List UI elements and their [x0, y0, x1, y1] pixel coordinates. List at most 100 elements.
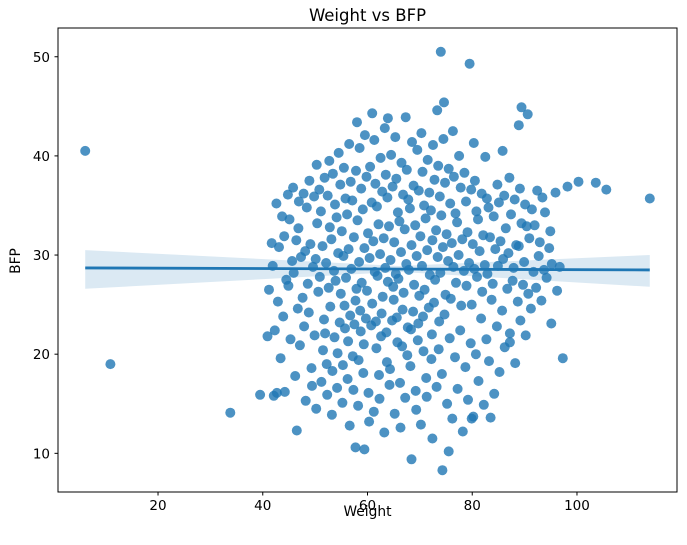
data-point [429, 174, 440, 185]
data-point [379, 123, 390, 134]
data-point [311, 403, 322, 414]
data-point [317, 241, 328, 252]
data-point [285, 334, 296, 345]
data-point [497, 145, 508, 156]
data-point [463, 394, 473, 405]
data-point [269, 325, 280, 336]
data-point [264, 284, 274, 295]
data-point [504, 172, 515, 183]
data-point [353, 355, 364, 366]
data-point [406, 324, 416, 335]
data-point [432, 252, 443, 262]
data-point [457, 426, 468, 437]
data-point [375, 152, 386, 163]
data-point [540, 207, 550, 218]
data-point [364, 253, 375, 263]
data-point [447, 413, 458, 424]
data-point [557, 353, 568, 364]
data-point [412, 144, 423, 155]
data-point [447, 126, 458, 137]
data-point [500, 223, 511, 234]
data-point [278, 311, 289, 322]
data-point [363, 228, 373, 239]
data-point [485, 412, 496, 423]
data-point [456, 300, 467, 311]
y-tick-label: 30 [33, 248, 50, 264]
data-point [342, 209, 353, 220]
data-point [389, 408, 400, 419]
data-point [358, 368, 369, 378]
data-point [522, 109, 533, 120]
data-point [389, 237, 400, 248]
data-point [311, 159, 322, 170]
data-point [322, 389, 333, 400]
data-point [495, 236, 506, 247]
data-point [380, 262, 391, 273]
data-point [455, 325, 466, 336]
data-point [452, 383, 463, 394]
data-point [461, 280, 472, 291]
data-point [402, 350, 413, 361]
data-point [368, 236, 379, 247]
data-point [326, 234, 337, 245]
data-point [394, 216, 405, 227]
data-point [287, 256, 298, 266]
data-point [309, 191, 320, 202]
data-point [320, 328, 331, 339]
data-point [545, 226, 556, 237]
data-point [275, 353, 286, 364]
data-point [318, 345, 328, 356]
data-point [306, 363, 317, 374]
data-point [493, 197, 504, 208]
data-point [348, 232, 359, 243]
data-point [291, 235, 302, 246]
data-point [514, 183, 525, 194]
data-point [534, 237, 545, 248]
data-point [439, 309, 450, 320]
data-point [336, 226, 347, 237]
data-point [397, 304, 408, 315]
data-point [481, 193, 492, 204]
data-point [327, 168, 338, 179]
data-point [344, 420, 355, 431]
data-point [293, 196, 304, 207]
regression-line [85, 266, 650, 272]
data-point [448, 171, 459, 182]
data-point [508, 262, 519, 273]
data-point [363, 387, 374, 398]
data-point [404, 203, 415, 214]
data-point [323, 282, 334, 293]
data-point [494, 367, 505, 377]
data-point [485, 232, 495, 243]
data-point [105, 359, 116, 370]
data-point [386, 149, 397, 160]
data-point [443, 163, 454, 174]
data-point [417, 260, 427, 271]
data-point [370, 178, 381, 189]
data-point [385, 364, 395, 375]
data-point [443, 446, 454, 457]
data-point [307, 380, 317, 391]
data-point [225, 407, 236, 418]
data-point [335, 179, 346, 190]
data-point [454, 150, 465, 161]
data-point [491, 321, 502, 332]
data-point [532, 185, 543, 196]
data-point [333, 147, 344, 158]
data-point [299, 321, 310, 332]
data-point [357, 204, 368, 215]
data-point [516, 102, 527, 113]
data-point [412, 335, 423, 346]
data-point [471, 206, 482, 217]
data-point [367, 108, 378, 119]
data-point [388, 294, 399, 305]
data-point [413, 318, 424, 329]
data-point [541, 272, 552, 283]
data-point [520, 330, 531, 341]
data-point [405, 361, 416, 372]
data-point [482, 268, 493, 279]
data-point [484, 356, 494, 367]
data-point [426, 329, 437, 340]
data-point [399, 224, 410, 235]
